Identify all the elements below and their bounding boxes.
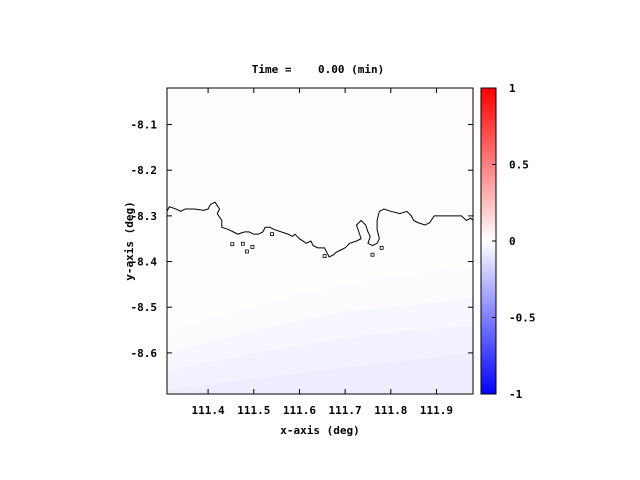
y-axis-label: y-axis (deg) <box>123 201 136 280</box>
chart-title: Time = 0.00 (min) <box>252 63 384 76</box>
coastline-path <box>167 201 473 258</box>
x-axis-label: x-axis (deg) <box>280 424 359 437</box>
y-tick-label: -8.4 <box>131 256 158 269</box>
island-3 <box>250 245 255 249</box>
y-tick-label: -8.1 <box>131 119 158 132</box>
colorbar-tick-label: 0.5 <box>509 159 529 172</box>
island-4 <box>245 249 249 254</box>
island-7 <box>370 252 375 257</box>
y-tick-label: -8.3 <box>131 210 158 223</box>
colorbar-tick-label: -0.5 <box>509 312 536 325</box>
colorbar-tick-label: -1 <box>509 388 523 401</box>
y-tick-label: -8.2 <box>131 164 158 177</box>
field-band-4 <box>167 352 473 394</box>
y-tick-label: -8.6 <box>131 347 158 360</box>
y-axis-ticks: -8.1 -8.2 -8.3 -8.4 -8.5 -8.6 <box>131 119 473 360</box>
y-tick-label: -8.5 <box>131 301 158 314</box>
island-8 <box>322 254 327 258</box>
colorbar-ticks: 1 0.5 0 -0.5 -1 <box>492 82 536 401</box>
x-axis-ticks: 111.4 111.5 111.6 111.7 111.8 111.9 <box>192 88 453 417</box>
island-5 <box>270 232 274 237</box>
x-tick-label: 111.4 <box>192 404 225 417</box>
heatmap-field <box>167 88 473 394</box>
x-tick-label: 111.6 <box>283 404 316 417</box>
coastline <box>167 201 473 258</box>
colorbar-tick-label: 1 <box>509 82 516 95</box>
x-tick-label: 111.7 <box>329 404 362 417</box>
island-1 <box>230 242 235 247</box>
island-6 <box>379 245 384 250</box>
x-tick-label: 111.8 <box>374 404 407 417</box>
x-tick-label: 111.9 <box>420 404 453 417</box>
colorbar-tick-label: 0 <box>509 235 516 248</box>
x-tick-label: 111.5 <box>237 404 270 417</box>
island-2 <box>240 241 245 246</box>
plot-frame <box>166 87 474 395</box>
